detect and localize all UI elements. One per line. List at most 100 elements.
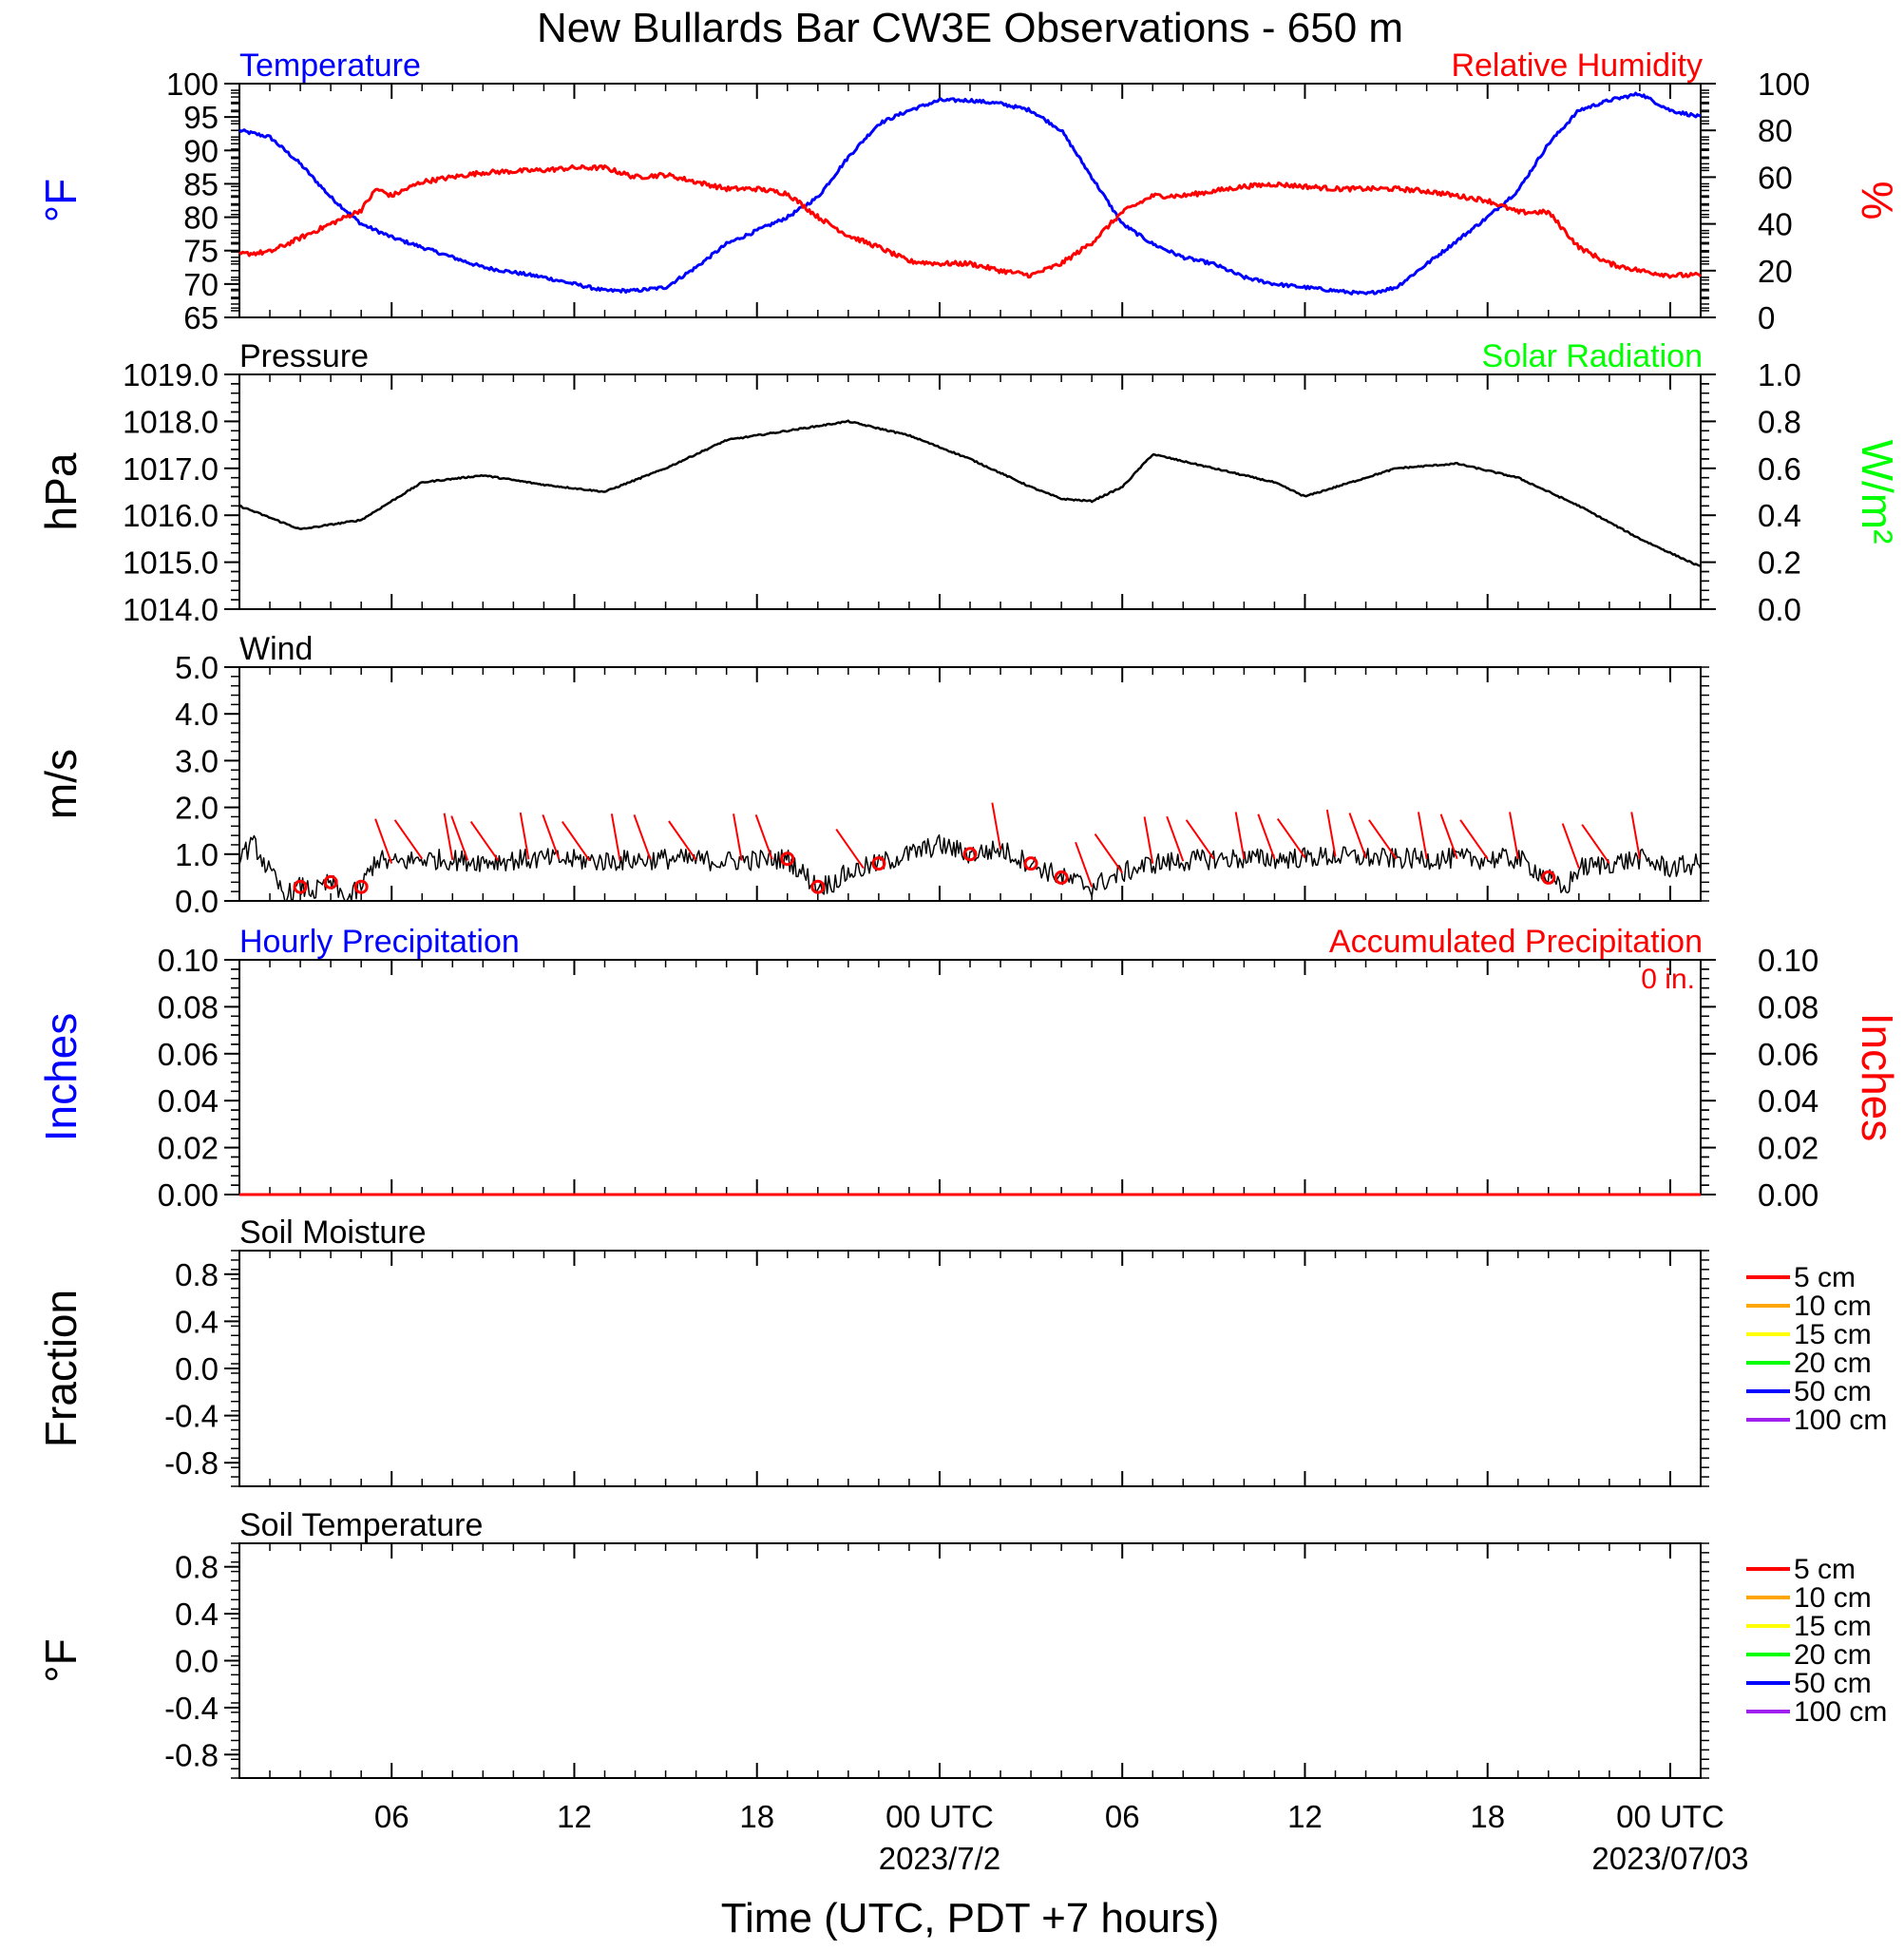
panel-title-left: Soil Temperature	[239, 1507, 483, 1543]
calm-wind-marker	[1023, 856, 1038, 871]
y-axis-label: hPa	[36, 452, 86, 530]
wind-barb	[1581, 824, 1610, 865]
x-tick-label: 18	[739, 1799, 774, 1834]
panel-title-left: Pressure	[239, 338, 369, 374]
wind-barb	[1439, 813, 1458, 860]
legend-label: 10 cm	[1794, 1582, 1872, 1614]
legend-label: 50 cm	[1794, 1668, 1872, 1699]
y-tick-label: 100	[166, 67, 219, 102]
wind-barb	[991, 802, 1002, 851]
legend-label: 15 cm	[1794, 1319, 1872, 1350]
y-axis-label: °F	[36, 179, 86, 223]
wind-barb	[519, 812, 530, 860]
wind-barb	[561, 821, 591, 862]
y2-tick-label: 0.02	[1758, 1131, 1818, 1166]
wind-barb	[668, 820, 697, 861]
y-tick-label: 0.4	[175, 1304, 219, 1339]
legend-label: 10 cm	[1794, 1291, 1872, 1322]
x-tick-label: 06	[1105, 1799, 1140, 1834]
wind-barb	[1368, 819, 1398, 860]
wind-barb	[733, 813, 743, 861]
y2-tick-label: 20	[1758, 254, 1793, 289]
y2-tick-label: 0.04	[1758, 1083, 1818, 1119]
series-line-wind-speed	[238, 833, 1702, 902]
wind-barb	[1075, 841, 1094, 888]
calm-wind-marker	[962, 847, 978, 862]
wind-barb	[1417, 812, 1428, 859]
wind-barb	[1166, 815, 1185, 862]
panel-title-left: Wind	[239, 631, 313, 667]
series-line-temperature	[238, 91, 1702, 296]
panel-title-right: Accumulated Precipitation	[1329, 924, 1703, 960]
y2-tick-label: 0.2	[1758, 545, 1801, 581]
wind-barb	[1630, 812, 1641, 859]
panel-title-right: Solar Radiation	[1482, 338, 1703, 374]
y2-tick-label: 0.8	[1758, 404, 1801, 439]
calm-wind-marker	[1541, 870, 1556, 885]
y-tick-label: 95	[183, 100, 219, 135]
y-tick-label: 1015.0	[123, 545, 219, 581]
panel-title-left: Soil Moisture	[239, 1215, 427, 1251]
y-tick-label: 0.0	[175, 1644, 219, 1679]
y-tick-label: 1017.0	[123, 451, 219, 487]
wind-barb	[1509, 812, 1519, 859]
y-tick-label: 0.00	[158, 1177, 219, 1213]
y-tick-label: 4.0	[175, 697, 219, 732]
x-tick-label: 00 UTC	[885, 1799, 994, 1834]
calm-wind-marker	[810, 879, 826, 894]
series-line-relative-humidity	[238, 163, 1703, 279]
legend-label: 100 cm	[1794, 1405, 1887, 1436]
wind-barb	[1276, 817, 1306, 859]
x-tick-date: 2023/07/03	[1591, 1841, 1748, 1876]
y-tick-label: 5.0	[175, 650, 219, 685]
calm-wind-marker	[780, 851, 795, 867]
wind-barb	[610, 813, 621, 861]
y2-tick-label: 40	[1758, 207, 1793, 242]
calm-wind-marker	[1054, 870, 1069, 885]
calm-wind-marker	[323, 874, 338, 889]
wind-barb	[1257, 813, 1276, 860]
y-tick-label: 0.02	[158, 1131, 219, 1166]
wind-barb	[393, 819, 424, 860]
accumulated-total: 0 in.	[1641, 964, 1695, 995]
legend-label: 50 cm	[1794, 1376, 1872, 1407]
wind-barb	[1185, 819, 1215, 860]
wind-barb	[1143, 816, 1154, 864]
legend-label: 5 cm	[1794, 1262, 1856, 1293]
y-tick-label: 1019.0	[123, 357, 219, 392]
x-axis-label: Time (UTC, PDT +7 hours)	[721, 1895, 1219, 1941]
x-tick-date: 2023/7/2	[879, 1841, 1000, 1876]
figure-title: New Bullards Bar CW3E Observations - 650…	[537, 5, 1403, 51]
y-tick-label: -0.4	[164, 1691, 219, 1726]
y-tick-label: 1016.0	[123, 498, 219, 533]
y-tick-label: 1018.0	[123, 404, 219, 439]
y-tick-label: -0.8	[164, 1445, 219, 1481]
y-tick-label: 0.08	[158, 989, 219, 1024]
legend-label: 5 cm	[1794, 1554, 1856, 1585]
y2-axis-label: %	[1853, 182, 1902, 220]
wind-barb	[1459, 819, 1489, 860]
wind-barb	[374, 818, 393, 864]
x-tick-label: 12	[1287, 1799, 1323, 1834]
wind-barb	[1348, 813, 1367, 858]
y2-tick-label: 0.10	[1758, 943, 1818, 978]
panel-title-left: Hourly Precipitation	[239, 924, 520, 960]
y-axis-label: °F	[36, 1638, 86, 1683]
wind-barb	[754, 814, 773, 860]
y2-tick-label: 0.0	[1758, 592, 1801, 627]
x-tick-label: 00 UTC	[1616, 1799, 1724, 1834]
panel-frame-wind	[238, 666, 1702, 902]
wind-barb	[1234, 812, 1246, 859]
calm-wind-marker	[293, 879, 308, 894]
wind-barb	[835, 829, 865, 870]
x-tick-label: 12	[557, 1799, 592, 1834]
wind-barb	[443, 813, 454, 861]
y2-axis-label: W/m²	[1853, 440, 1902, 545]
y2-tick-label: 100	[1758, 67, 1810, 102]
legend-label: 100 cm	[1794, 1696, 1887, 1728]
y-tick-label: 0.06	[158, 1037, 219, 1072]
y-tick-label: 75	[183, 234, 219, 269]
calm-wind-marker	[871, 856, 886, 871]
